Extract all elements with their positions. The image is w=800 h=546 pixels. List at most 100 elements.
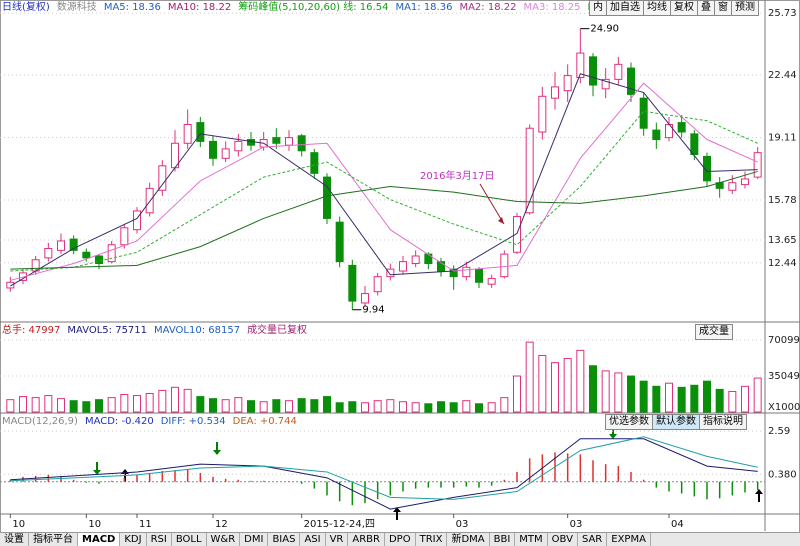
candle-body xyxy=(69,238,78,251)
y-tick-label: 15.78 xyxy=(768,195,797,206)
candle-body xyxy=(741,178,749,186)
legend-item: 日线(复权) xyxy=(2,2,50,13)
toolbar-button[interactable]: 均线 xyxy=(643,0,671,16)
tab[interactable]: DMI xyxy=(240,533,269,546)
ma-line xyxy=(10,73,758,287)
volume-bar xyxy=(411,402,420,413)
candle-body xyxy=(95,255,103,265)
candle-body xyxy=(158,165,167,191)
toolbar-button[interactable]: 指标说明 xyxy=(699,414,747,430)
toolbar-button[interactable]: 叠 xyxy=(697,0,715,16)
volume-bar xyxy=(272,399,281,413)
volume-bar xyxy=(145,393,154,413)
volume-bar xyxy=(652,385,661,413)
x-tick-label: 10 xyxy=(88,519,101,530)
volume-bar xyxy=(335,402,344,413)
candle-body xyxy=(234,140,243,152)
y-tick-label: 70099 xyxy=(768,335,800,346)
candle-body xyxy=(57,240,65,251)
macd-legend: MACD(12,26,9) MACD: -0.420 DIFF: +0.534 DEA… xyxy=(2,415,297,429)
volume-bar xyxy=(627,375,635,413)
candle-body xyxy=(209,140,217,159)
toolbar-button[interactable]: 预测 xyxy=(731,0,759,16)
legend-item: 总手: 47997 xyxy=(2,325,61,336)
legend-item: MA3: 18.25 xyxy=(523,2,581,13)
volume-bar xyxy=(563,358,572,413)
candle-body xyxy=(133,210,141,231)
toolbar-button[interactable]: 优选参数 xyxy=(605,414,653,430)
y-tick-label: 22.44 xyxy=(768,70,797,81)
volume-bar xyxy=(95,399,103,413)
tab[interactable]: DPO xyxy=(385,533,416,546)
legend-item: 筹码峰值(5,10,20,60) 线: 16.54 xyxy=(238,2,389,13)
tab[interactable]: RSI xyxy=(147,533,172,546)
candle-body xyxy=(728,182,737,191)
volume-bar xyxy=(120,394,129,413)
annotation: 2016年3月17日 xyxy=(420,169,495,182)
toolbar-button[interactable]: 复权 xyxy=(670,0,698,16)
toolbar-button[interactable]: 窗 xyxy=(714,0,732,16)
volume-bar xyxy=(209,398,217,413)
candle-body xyxy=(107,244,116,263)
candle-body xyxy=(411,255,420,265)
tab[interactable]: EXPMA xyxy=(607,533,651,546)
ma-line xyxy=(10,170,758,270)
tab[interactable]: BIAS xyxy=(268,533,301,546)
volume-bar xyxy=(196,396,205,413)
volume-bar xyxy=(19,396,27,413)
candle-body xyxy=(703,155,711,182)
tab[interactable]: 指标平台 xyxy=(29,533,78,546)
candle-body xyxy=(335,221,344,263)
candle-body xyxy=(221,148,230,159)
candle-body xyxy=(285,137,293,146)
buy-arrows xyxy=(121,469,763,520)
candle-body xyxy=(310,152,319,174)
tab[interactable]: OBV xyxy=(548,533,578,546)
volume-bar xyxy=(107,397,116,413)
volume-bar xyxy=(715,388,724,413)
ma-line xyxy=(10,82,758,281)
tab[interactable]: 设置 xyxy=(0,533,29,546)
volume-bar xyxy=(639,380,648,413)
volume-bar xyxy=(259,401,268,413)
volume-bar xyxy=(57,398,65,413)
toolbar-button[interactable]: 加自选 xyxy=(606,0,644,16)
volume-bar xyxy=(373,400,382,413)
tab[interactable]: BOLL xyxy=(172,533,207,546)
candle-body xyxy=(639,97,648,129)
tab[interactable]: ASI xyxy=(300,533,326,546)
legend-item: 数源科技 xyxy=(56,2,97,13)
tab[interactable]: VR xyxy=(326,533,349,546)
candle-body xyxy=(386,268,395,278)
tab[interactable]: TRIX xyxy=(416,533,448,546)
tab[interactable]: MACD xyxy=(78,533,121,546)
volume-toolbar: 成交量 xyxy=(695,324,733,340)
volume-bar xyxy=(31,397,40,413)
tab[interactable]: ARBR xyxy=(348,533,385,546)
tab[interactable]: SAR xyxy=(578,533,608,546)
candle-body xyxy=(513,216,521,253)
candle-body xyxy=(120,227,129,246)
tab[interactable]: 新DMA xyxy=(447,533,490,546)
x-tick-label: 12 xyxy=(215,519,228,530)
tab[interactable]: MTM xyxy=(515,533,548,546)
volume-bar xyxy=(728,390,737,413)
toolbar-button[interactable]: 成交量 xyxy=(695,324,733,340)
y-tick-label: 2.59 xyxy=(768,426,790,437)
candle-body xyxy=(601,78,610,90)
tab[interactable]: KDJ xyxy=(120,533,147,546)
candle-body xyxy=(145,187,154,214)
extreme-label: 9.94 xyxy=(362,305,384,316)
macd-toolbar: 优选参数 默认参数 指标说明 xyxy=(605,414,747,430)
candle-body xyxy=(652,129,661,141)
legend-item: 成交量已复权 xyxy=(247,325,308,336)
toolbar-button[interactable]: 默认参数 xyxy=(652,414,700,430)
indicator-tabs: 设置 指标平台 MACD KDJ RSI BOLL W&R DMI BIAS ASI VR ARBR D… xyxy=(0,532,800,546)
tab[interactable]: W&R xyxy=(207,533,241,546)
y-tick-label: 0.380 xyxy=(768,469,797,480)
candle-body xyxy=(462,266,471,278)
tab[interactable]: BBI xyxy=(490,533,516,546)
toolbar-button[interactable]: 内 xyxy=(589,0,607,16)
